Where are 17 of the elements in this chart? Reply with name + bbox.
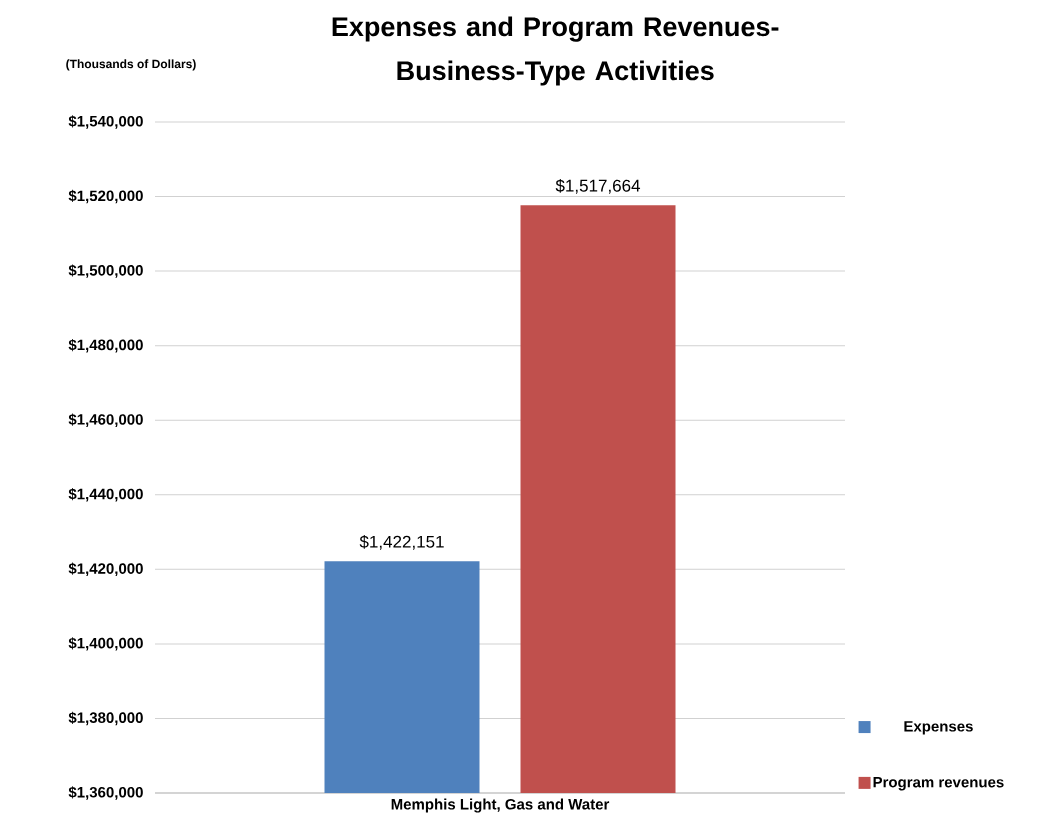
legend-label: Program revenues [873,776,1004,791]
data-label: $1,517,664 [555,178,641,194]
legend-label: Expenses [904,721,973,735]
y-tick-label: $1,460,000 [68,413,143,427]
y-tick-label: $1,380,000 [68,711,143,726]
y-tick-label: $1,440,000 [68,488,143,502]
y-tick-label: $1,480,000 [68,338,143,353]
y-axis-title: (Thousands of Dollars) [66,59,196,71]
data-label: $1,422,151 [359,535,444,550]
y-tick-label: $1,420,000 [68,562,143,577]
y-tick-label: $1,540,000 [68,115,143,129]
chart-title: Expenses and Program Revenues-Business-Type Activities [332,16,779,86]
y-tick-label: $1,500,000 [68,264,143,278]
x-tick-label: Memphis Light, Gas and Water [391,798,610,813]
y-tick-label: $1,400,000 [68,637,143,651]
y-tick-label: $1,520,000 [68,189,143,204]
y-tick-label: $1,360,000 [68,786,143,800]
